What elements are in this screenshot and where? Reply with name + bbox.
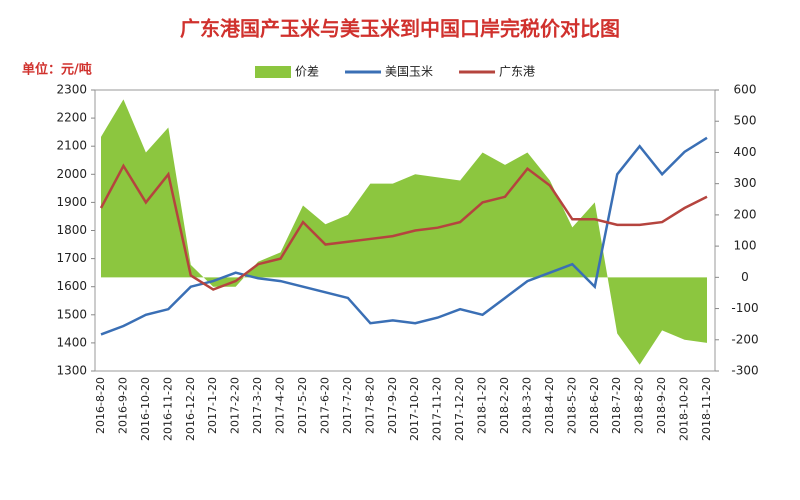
y2-tick-label: 500: [734, 114, 757, 128]
unit-label: 单位：元/吨: [22, 62, 92, 78]
y-tick-label: 1400: [56, 335, 87, 349]
x-tick-label: 2017-10-20: [408, 377, 421, 441]
y2-tick-label: 200: [734, 207, 757, 221]
x-tick-label: 2017-6-20: [318, 377, 331, 434]
legend-label: 广东港: [499, 65, 535, 79]
x-tick-label: 2017-5-20: [296, 377, 309, 434]
y-tick-label: 1800: [56, 223, 87, 237]
x-tick-label: 2017-1-20: [206, 377, 219, 434]
legend-label: 美国玉米: [385, 65, 433, 79]
x-tick-label: 2016-9-20: [116, 377, 129, 434]
x-tick-label: 2017-4-20: [274, 377, 287, 434]
y2-tick-label: 600: [734, 83, 757, 97]
y2-tick-label: 0: [741, 270, 749, 284]
x-tick-label: 2018-10-20: [678, 377, 691, 441]
x-tick-label: 2016-8-20: [94, 377, 107, 434]
y2-tick-label: -300: [731, 364, 758, 378]
x-tick-label: 2018-3-20: [520, 377, 533, 434]
x-tick-label: 2018-11-20: [700, 377, 713, 441]
x-tick-label: 2018-9-20: [655, 377, 668, 434]
legend-label: 价差: [295, 65, 319, 79]
y2-tick-label: 400: [734, 145, 757, 159]
x-tick-label: 2016-11-20: [161, 377, 174, 441]
x-tick-label: 2017-12-20: [453, 377, 466, 441]
x-tick-label: 2017-2-20: [229, 377, 242, 434]
x-tick-label: 2018-2-20: [498, 377, 511, 434]
y-tick-label: 2000: [56, 167, 87, 181]
x-tick-label: 2017-8-20: [363, 377, 376, 434]
legend-swatch: [255, 66, 291, 78]
y-tick-label: 1900: [56, 195, 87, 209]
y-tick-label: 2300: [56, 83, 87, 97]
y2-tick-label: -200: [731, 332, 758, 346]
y2-tick-label: 100: [734, 239, 757, 253]
y-tick-label: 2200: [56, 111, 87, 125]
y-tick-label: 1500: [56, 307, 87, 321]
x-tick-label: 2016-10-20: [139, 377, 152, 441]
y-tick-label: 2100: [56, 139, 87, 153]
x-tick-label: 2017-3-20: [251, 377, 264, 434]
x-tick-label: 2018-1-20: [476, 377, 489, 434]
x-tick-label: 2017-9-20: [386, 377, 399, 434]
x-tick-label: 2018-4-20: [543, 377, 556, 434]
x-tick-label: 2016-12-20: [184, 377, 197, 441]
y-tick-label: 1700: [56, 251, 87, 265]
y2-tick-label: 300: [734, 176, 757, 190]
chart-title: 广东港国产玉米与美玉米到中国口岸完税价对比图: [180, 17, 620, 41]
price-line: [99, 163, 708, 291]
x-tick-label: 2018-8-20: [633, 377, 646, 434]
x-tick-label: 2018-7-20: [610, 377, 623, 434]
x-tick-label: 2017-11-20: [431, 377, 444, 441]
y-tick-label: 1600: [56, 279, 87, 293]
x-tick-label: 2018-5-20: [565, 377, 578, 434]
y2-tick-label: -100: [731, 301, 758, 315]
x-tick-label: 2018-6-20: [588, 377, 601, 434]
y-tick-label: 1300: [56, 364, 87, 378]
x-tick-label: 2017-7-20: [341, 377, 354, 434]
